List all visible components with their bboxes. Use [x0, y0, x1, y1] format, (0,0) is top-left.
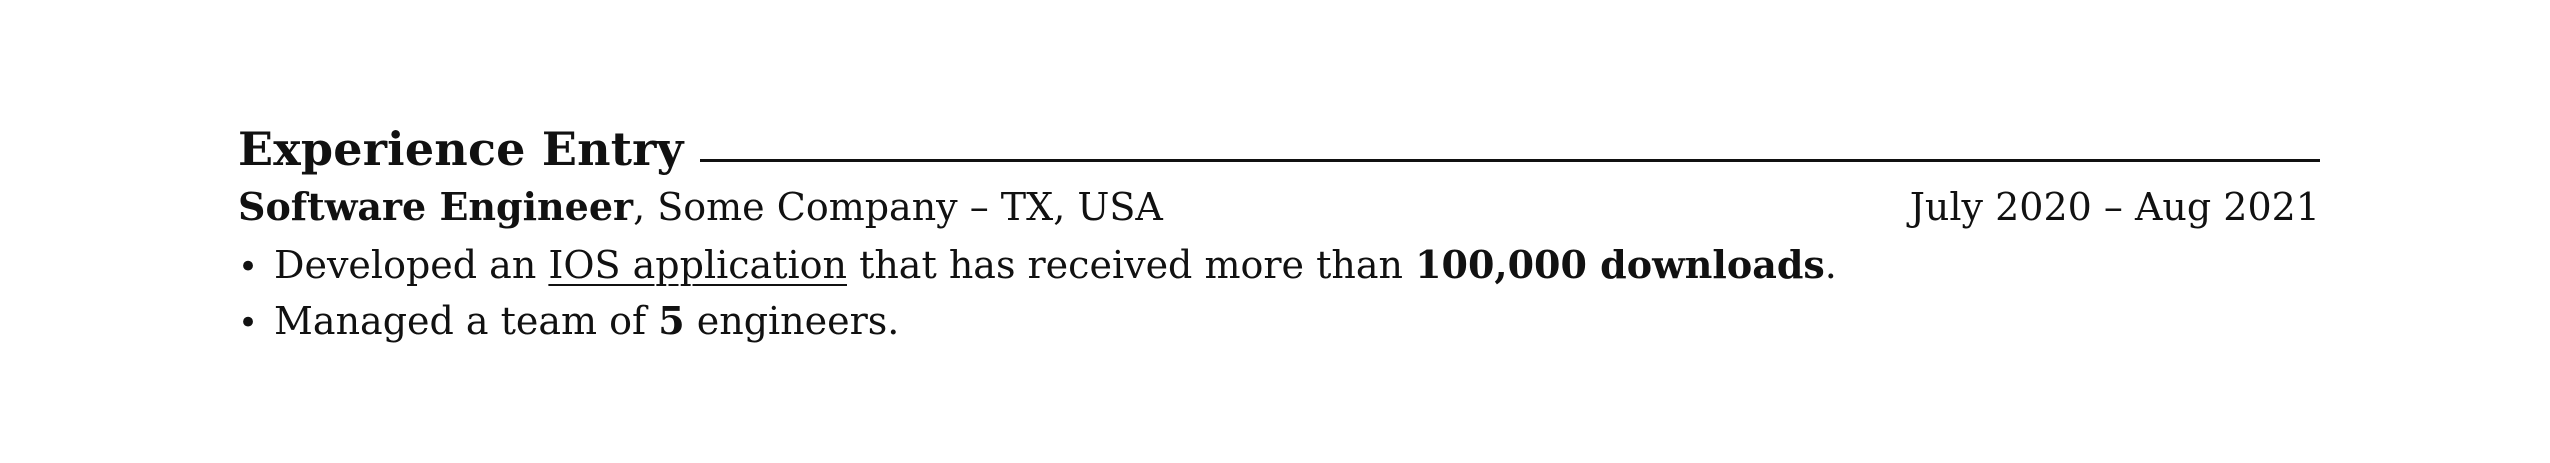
company-location: Some Company – TX, USA — [657, 185, 1163, 229]
section-header: Experience Entry — [238, 112, 2320, 172]
section-title: Experience Entry — [238, 122, 684, 176]
entry-role-company: Software Engineer, Some Company – TX, US… — [238, 184, 1163, 231]
job-title: Software Engineer — [238, 184, 634, 229]
bullet-point-icon: • — [238, 246, 259, 287]
team-size: 5 — [658, 297, 685, 343]
bullet-item: • Managed a team of 5 engineers. — [238, 293, 2320, 349]
bullet-list: • Developed an IOS application that has … — [238, 237, 2320, 349]
entry-header: Software Engineer, Some Company – TX, US… — [238, 184, 2320, 231]
bullet-text: Managed a team of 5 engineers. — [274, 293, 899, 349]
downloads-count: 100,000 downloads — [1415, 241, 1825, 287]
bullet-text-part: that has received more than — [846, 242, 1416, 287]
ios-application-link[interactable]: IOS application — [548, 242, 847, 287]
bullet-item: • Developed an IOS application that has … — [238, 237, 2320, 293]
title-separator: , — [633, 185, 658, 229]
entry-dates: July 2020 – Aug 2021 — [1909, 185, 2320, 229]
bullet-text-part: engineers. — [684, 298, 900, 343]
bullet-point-icon: • — [238, 302, 259, 343]
bullet-text: Developed an IOS application that has re… — [274, 237, 1837, 293]
experience-section: Experience Entry Software Engineer, Some… — [238, 112, 2320, 349]
section-divider — [699, 159, 2320, 162]
bullet-text-part: . — [1824, 242, 1837, 287]
bullet-text-part: Managed a team of — [274, 298, 659, 343]
bullet-text-part: Developed an — [274, 242, 549, 287]
